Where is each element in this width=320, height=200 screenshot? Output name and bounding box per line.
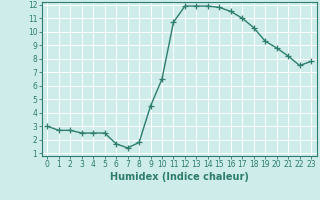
X-axis label: Humidex (Indice chaleur): Humidex (Indice chaleur) — [110, 172, 249, 182]
